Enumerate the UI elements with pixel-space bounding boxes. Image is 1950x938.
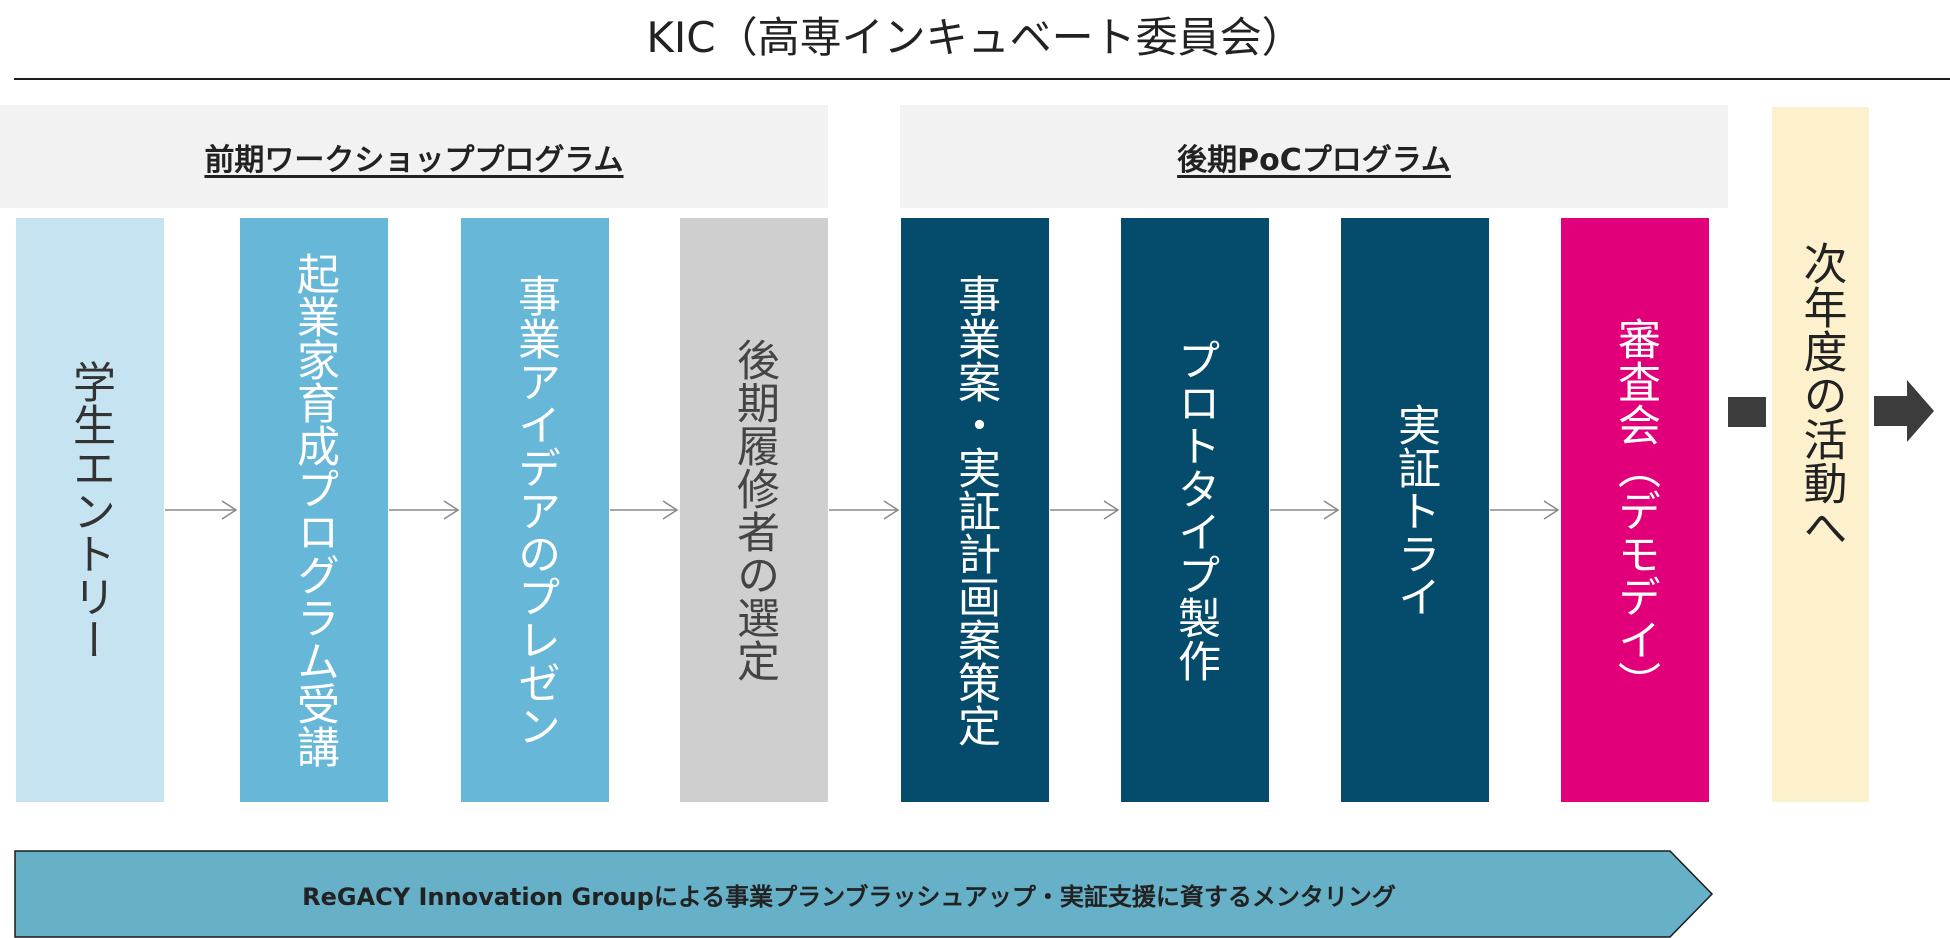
step-label-4: 後期履修者の選定 [729,338,780,682]
mentoring-banner-label: ReGACY Innovation Groupによる事業プランブラッシュアップ・… [302,883,1396,911]
step-box-8: 審査会（デモデイ） [1561,218,1709,802]
diagram-title: KIC（高専インキュベート委員会） [646,13,1304,62]
connector-arrow-5 [1050,500,1120,520]
title-divider [14,78,1950,80]
next-year-label: 次年度の活動へ [1795,240,1847,549]
step-label-7: 実証トライ [1390,402,1441,618]
step-label-3: 事業アイデアのプレゼン [510,273,561,747]
section-label-first: 前期ワークショッププログラム [204,142,624,178]
connector-arrow-7 [1490,500,1560,520]
connector-arrow-4 [829,500,900,520]
step-label-6: プロトタイプ製作 [1170,338,1221,682]
block-square-icon [1728,397,1766,427]
section-label-second: 後期PoCプログラム [1177,142,1451,178]
step-box-6: プロトタイプ製作 [1121,218,1269,802]
section-header-second: 後期PoCプログラム [900,105,1728,208]
step-label-2: 起業家育成プログラム受講 [289,252,340,768]
step-box-7: 実証トライ [1341,218,1489,802]
connector-arrow-3 [610,500,679,520]
section-header-first: 前期ワークショッププログラム [0,105,828,208]
step-label-5: 事業案・実証計画案策定 [950,273,1001,747]
connector-arrow-6 [1270,500,1340,520]
mentoring-banner-shape [14,850,1714,938]
step-box-1: 学生エントリー [16,218,164,802]
step-box-2: 起業家育成プログラム受講 [240,218,388,802]
step-label-1: 学生エントリー [65,359,116,661]
step-label-8: 審査会（デモデイ） [1610,316,1661,704]
next-year-box: 次年度の活動へ [1772,107,1869,802]
step-box-5: 事業案・実証計画案策定 [901,218,1049,802]
connector-arrow-2 [389,500,460,520]
step-box-3: 事業アイデアのプレゼン [461,218,609,802]
block-arrow-right-icon [1874,380,1934,442]
step-box-4: 後期履修者の選定 [680,218,828,802]
connector-arrow-1 [165,500,238,520]
